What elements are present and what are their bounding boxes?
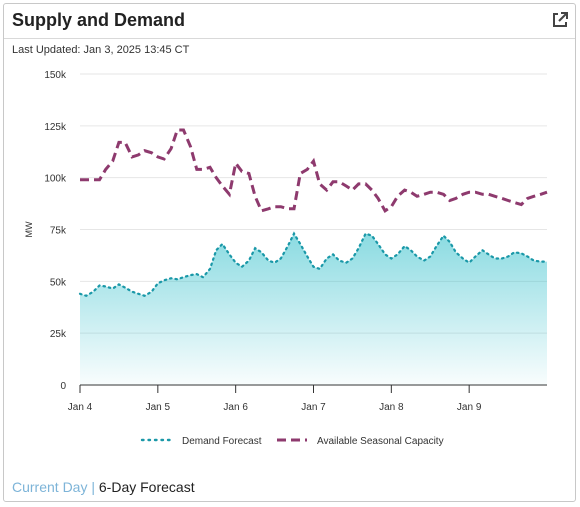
demand-forecast-line: [78, 231, 549, 297]
chart-tabs: Current Day | 6-Day Forecast: [12, 479, 195, 495]
y-tick-label: 75k: [50, 226, 67, 237]
last-updated-text: Last Updated: Jan 3, 2025 13:45 CT: [12, 44, 190, 56]
legend-demand-label: Demand Forecast: [182, 436, 262, 447]
demand-forecast-area: [80, 233, 547, 385]
x-tick-label: Jan 5: [146, 402, 171, 413]
x-tick-label: Jan 9: [457, 402, 482, 413]
supply-demand-card: Supply and Demand Last Updated: Jan 3, 2…: [3, 3, 576, 502]
y-tick-label: 0: [60, 381, 66, 392]
tab-6-day-forecast[interactable]: 6-Day Forecast: [98, 479, 195, 495]
y-tick-label: 125k: [44, 122, 67, 133]
legend-capacity-label: Available Seasonal Capacity: [317, 436, 444, 447]
x-tick-label: Jan 4: [68, 402, 93, 413]
y-tick-label: 50k: [50, 277, 67, 288]
y-tick-label: 150k: [44, 70, 67, 81]
x-tick-label: Jan 6: [223, 402, 248, 413]
card-title: Supply and Demand: [12, 10, 186, 30]
y-axis-label: MW: [24, 221, 34, 237]
x-tick-label: Jan 7: [301, 402, 326, 413]
tab-separator: |: [91, 479, 95, 495]
y-tick-label: 100k: [44, 174, 67, 185]
tab-current-day[interactable]: Current Day: [12, 479, 88, 495]
capacity-line: [80, 128, 548, 213]
card-header: Supply and Demand: [4, 4, 575, 39]
supply-demand-chart: 0 25k 50k 75k 100k 125k 150k MW Jan 4 Jan 5 Jan 6 J…: [24, 70, 549, 447]
external-link-icon[interactable]: [551, 11, 569, 29]
y-tick-label: 25k: [50, 329, 67, 340]
x-tick-label: Jan 8: [379, 402, 404, 413]
